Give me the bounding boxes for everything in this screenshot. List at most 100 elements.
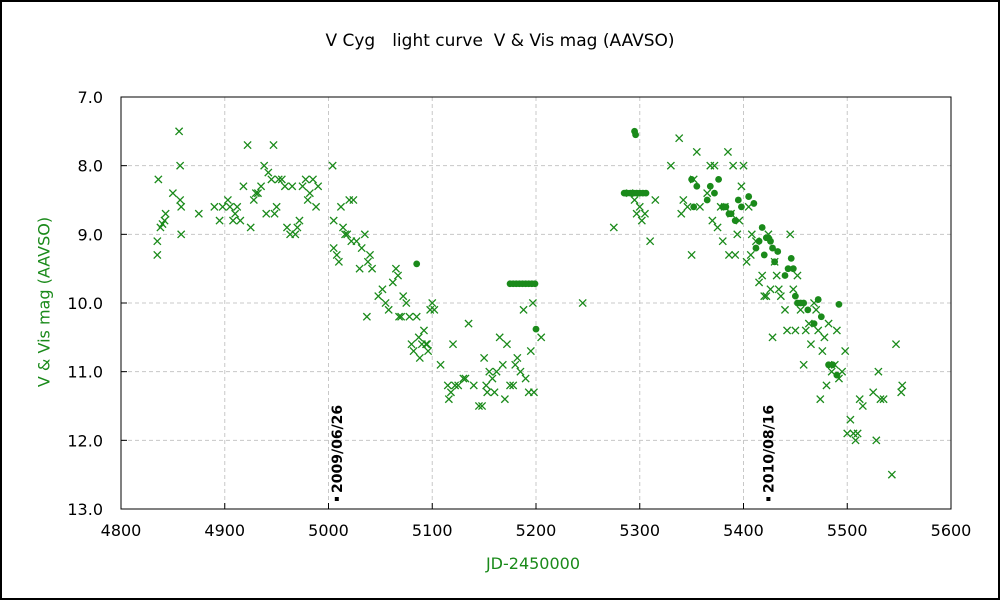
- v-point: [835, 300, 843, 308]
- vis-point: [397, 312, 406, 321]
- vis-point: [492, 367, 501, 376]
- vis-point: [349, 195, 358, 205]
- vis-point: [874, 367, 883, 376]
- vis-point: [295, 216, 304, 225]
- vis-point: [262, 209, 271, 218]
- vis-point: [482, 381, 491, 390]
- vis-point-stroke: [177, 202, 186, 211]
- vis-point: [783, 326, 792, 335]
- vis-point: [328, 161, 337, 170]
- v-point: [738, 203, 745, 211]
- vis-point-stroke: [444, 395, 453, 404]
- vis-point: [228, 216, 238, 225]
- vis-point: [635, 202, 644, 211]
- vis-point-stroke: [374, 292, 383, 301]
- vis-point: [314, 182, 323, 191]
- vis-point-stroke: [651, 195, 660, 205]
- vis-point-stroke: [772, 271, 781, 280]
- vis-point-stroke: [363, 257, 372, 266]
- vis-point-stroke: [464, 319, 473, 328]
- vis-point: [646, 237, 655, 246]
- grid-lines: [121, 97, 951, 509]
- vis-point-stroke: [710, 161, 719, 170]
- vis-point-stroke: [630, 195, 639, 205]
- vis-point: [436, 360, 445, 369]
- vis-point: [675, 134, 684, 143]
- v-point: [774, 248, 782, 255]
- vis-point: [402, 298, 411, 308]
- vis-point: [264, 168, 273, 177]
- vis-point-stroke: [443, 381, 452, 390]
- vis-point: [791, 326, 800, 335]
- vis-point: [609, 223, 618, 232]
- vis-point: [766, 285, 775, 294]
- vis-point: [305, 189, 314, 198]
- vis-point: [891, 340, 901, 349]
- vis-point-stroke: [161, 209, 170, 218]
- vis-point: [357, 244, 366, 253]
- vis-point-stroke: [421, 340, 431, 349]
- v-point: [734, 196, 742, 204]
- y-tick-label: 11.0: [67, 363, 103, 382]
- vis-point: [876, 395, 885, 404]
- vis-point-stroke: [506, 381, 515, 390]
- vis-point-stroke: [760, 292, 769, 301]
- v-point: [745, 193, 753, 200]
- vis-point-stroke: [528, 298, 537, 308]
- vis-point: [291, 230, 300, 239]
- vis-point: [272, 202, 281, 211]
- vis-point: [461, 374, 470, 383]
- vis-point-stroke: [780, 305, 790, 314]
- vis-point-stroke: [774, 285, 783, 294]
- vis-point: [742, 257, 751, 266]
- vis-point: [640, 209, 649, 218]
- vis-point-stroke: [874, 367, 883, 376]
- vis-point: [762, 292, 771, 301]
- v-point: [413, 260, 421, 268]
- y-tick-label: 8.0: [78, 157, 103, 176]
- vis-point: [737, 182, 746, 191]
- vis-point-stroke: [253, 189, 263, 198]
- vis-point: [459, 374, 468, 383]
- vis-point: [832, 326, 841, 335]
- vis-point-stroke: [529, 388, 538, 397]
- vis-point: [412, 312, 421, 321]
- vis-point: [246, 223, 255, 232]
- vis-point: [405, 312, 414, 321]
- vis-point-stroke: [783, 326, 792, 335]
- vis-point-stroke: [428, 298, 437, 308]
- vis-point: [500, 395, 509, 404]
- x-tick-label: 5500: [827, 521, 868, 540]
- vis-point-stroke: [513, 353, 522, 362]
- vis-point: [780, 305, 790, 314]
- vis-point: [338, 223, 348, 232]
- v-series: [413, 127, 843, 379]
- vis-point-stroke: [239, 182, 248, 191]
- annotation-marker: [334, 497, 339, 501]
- vis-point: [519, 305, 528, 314]
- vis-point: [855, 395, 864, 404]
- vis-point: [176, 195, 185, 205]
- vis-point-stroke: [789, 285, 798, 294]
- vis-point-stroke: [609, 223, 618, 232]
- vis-point: [215, 216, 224, 225]
- vis-point-stroke: [423, 340, 432, 349]
- vis-point-stroke: [399, 292, 408, 301]
- vis-point: [812, 305, 821, 314]
- vis-point: [858, 401, 867, 411]
- vis-point: [739, 161, 748, 170]
- vis-point: [407, 340, 416, 349]
- vis-point-stroke: [480, 353, 489, 362]
- v-point: [787, 254, 795, 262]
- vis-point-stroke: [814, 326, 823, 335]
- vis-point: [308, 175, 317, 184]
- vis-point-stroke: [646, 237, 655, 246]
- vis-point-stroke: [293, 223, 302, 232]
- vis-point-stroke: [526, 347, 535, 356]
- vis-point-stroke: [303, 195, 312, 205]
- v-point: [769, 244, 776, 252]
- v-point: [632, 131, 639, 139]
- vis-point: [490, 388, 499, 397]
- v-point: [706, 182, 714, 190]
